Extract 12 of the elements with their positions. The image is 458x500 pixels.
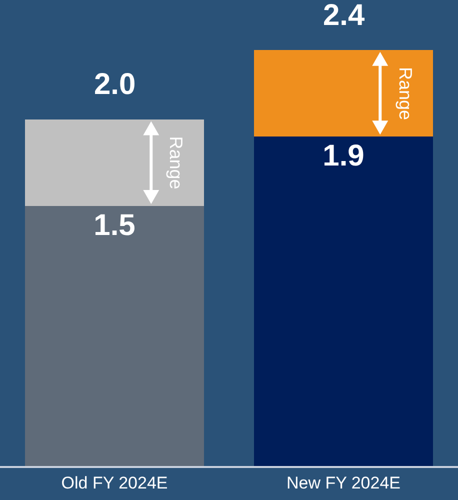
text: Range — [166, 136, 186, 190]
total-label: 2.0 — [94, 68, 136, 101]
total-label: 2.4 — [323, 0, 366, 32]
data-label: 1.9 — [322, 140, 364, 173]
data-label: 1.5 — [94, 208, 136, 242]
x-tick-label: Old FY 2024E — [61, 473, 168, 492]
bar — [254, 50, 433, 137]
bar — [25, 206, 204, 466]
bar — [25, 119, 204, 206]
bar — [254, 136, 433, 466]
x-tick-label: New FY 2024E — [286, 473, 401, 492]
series-label: Range — [396, 66, 416, 120]
